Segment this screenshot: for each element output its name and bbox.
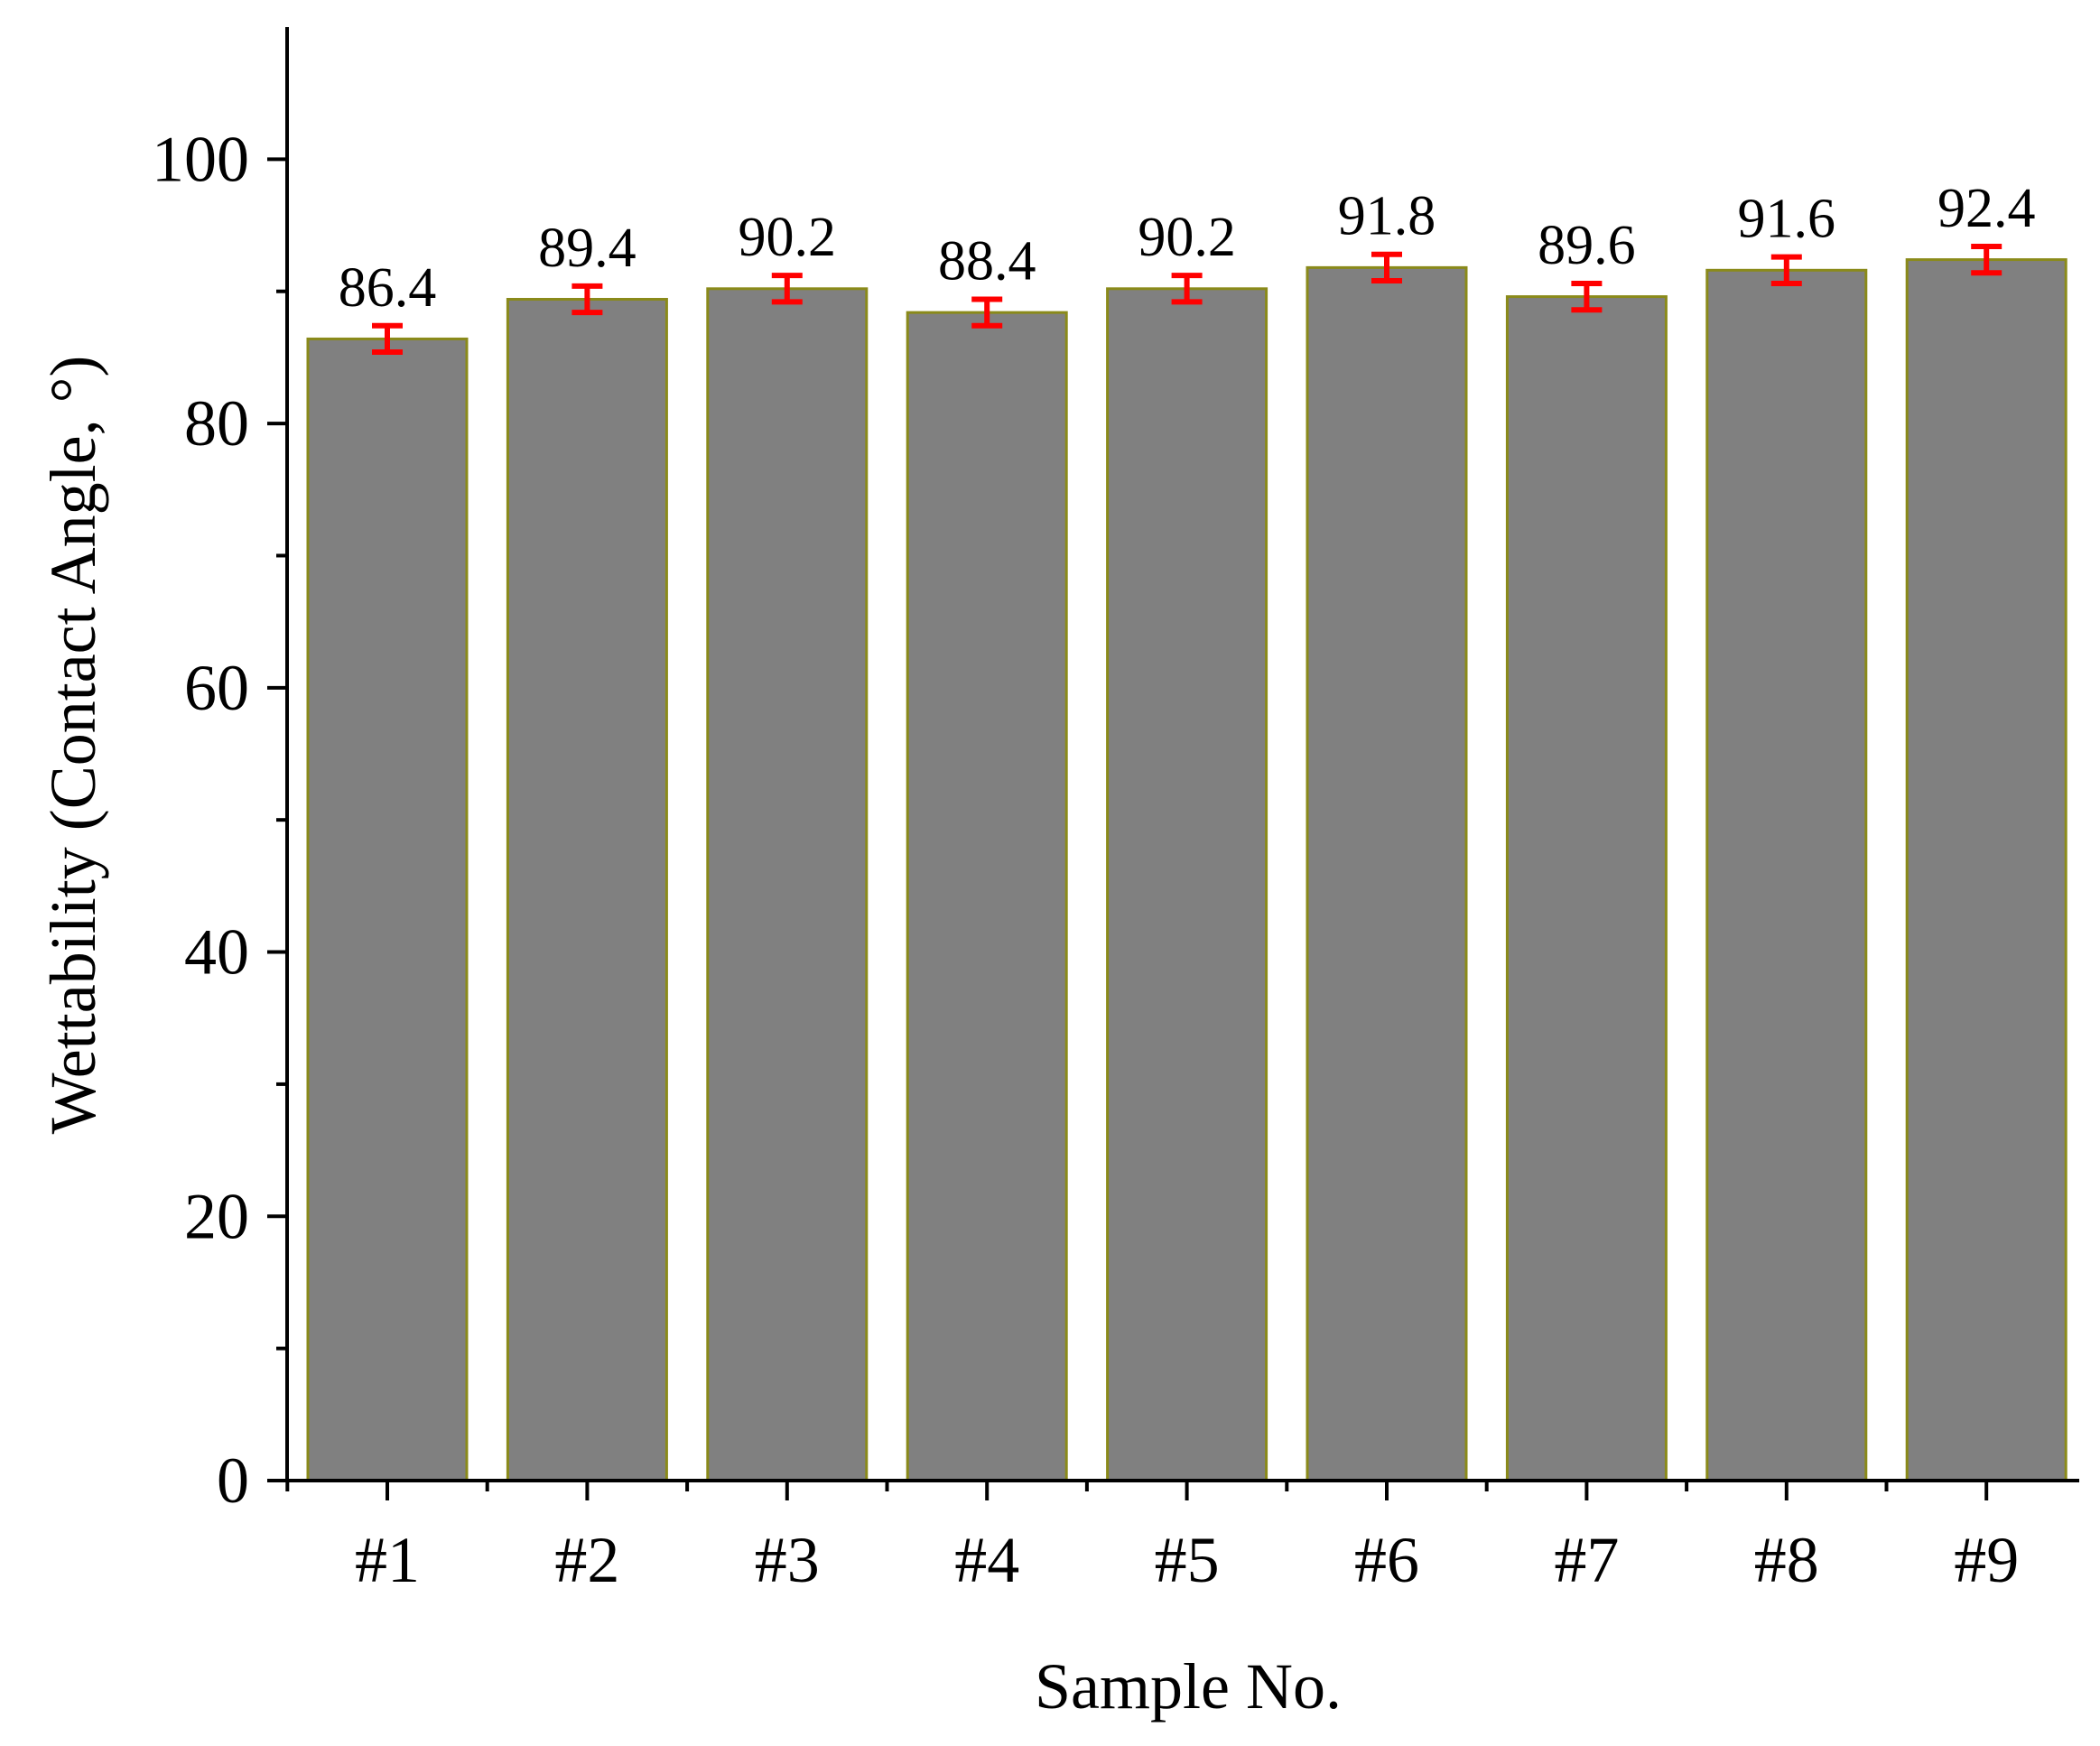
- bar-3: [706, 287, 869, 1482]
- x-tick-label-9: #9: [1954, 1524, 2019, 1596]
- y-ticks-group: 0 20 40 60 80 100: [152, 123, 287, 1517]
- error-bar-7: [1571, 280, 1603, 313]
- y-tick-label-80: 80: [184, 387, 249, 460]
- x-tick-label-4: #4: [954, 1524, 1019, 1596]
- data-label-7: 89.6: [1538, 215, 1636, 276]
- bars-group: [306, 258, 2067, 1482]
- error-bar-3: [771, 273, 803, 305]
- y-tick-label-60: 60: [184, 652, 249, 724]
- data-label-3: 90.2: [739, 207, 837, 268]
- data-label-9: 92.4: [1937, 178, 2036, 239]
- bar-9: [1905, 258, 2067, 1482]
- y-tick-label-20: 20: [184, 1180, 249, 1252]
- bar-7: [1505, 295, 1668, 1482]
- y-tick-label-100: 100: [152, 123, 249, 195]
- x-tick-label-1: #1: [355, 1524, 420, 1596]
- error-bar-1: [372, 322, 403, 356]
- x-tick-label-6: #6: [1354, 1524, 1419, 1596]
- y-tick-label-0: 0: [217, 1444, 249, 1517]
- error-bar-2: [571, 283, 603, 316]
- error-bar-8: [1770, 254, 1802, 286]
- bar-1: [306, 337, 469, 1482]
- y-tick-label-40: 40: [184, 916, 249, 989]
- x-axis-title: Sample No.: [1035, 1650, 1342, 1723]
- data-label-5: 90.2: [1138, 207, 1236, 268]
- bar-2: [506, 298, 668, 1482]
- bar-4: [906, 311, 1068, 1482]
- x-tick-label-5: #5: [1155, 1524, 1220, 1596]
- x-tick-label-3: #3: [755, 1524, 820, 1596]
- bar-8: [1705, 268, 1868, 1482]
- x-tick-label-2: #2: [554, 1524, 619, 1596]
- y-axis-title: Wettability (Contact Angle, °): [37, 356, 109, 1135]
- data-label-2: 89.4: [538, 218, 637, 279]
- data-label-6: 91.8: [1338, 186, 1436, 247]
- data-labels-group: 86.4 89.4 90.2 88.4 90.2 91.8 89.6 91.6 92.4: [339, 178, 2036, 319]
- x-tick-label-7: #7: [1554, 1524, 1619, 1596]
- error-bar-6: [1371, 251, 1402, 284]
- bar-5: [1106, 287, 1268, 1482]
- bar-6: [1306, 265, 1468, 1482]
- error-bar-5: [1171, 273, 1203, 305]
- error-bars-group: [372, 243, 2002, 356]
- data-label-8: 91.6: [1738, 189, 1836, 250]
- data-label-4: 88.4: [938, 231, 1036, 293]
- x-tick-label-8: #8: [1754, 1524, 1819, 1596]
- error-bar-9: [1971, 243, 2002, 276]
- error-bar-4: [971, 296, 1003, 329]
- x-ticks-group: #1 #2 #3 #4 #5 #6 #7 #8 #9: [285, 1481, 2019, 1596]
- data-label-1: 86.4: [339, 257, 437, 319]
